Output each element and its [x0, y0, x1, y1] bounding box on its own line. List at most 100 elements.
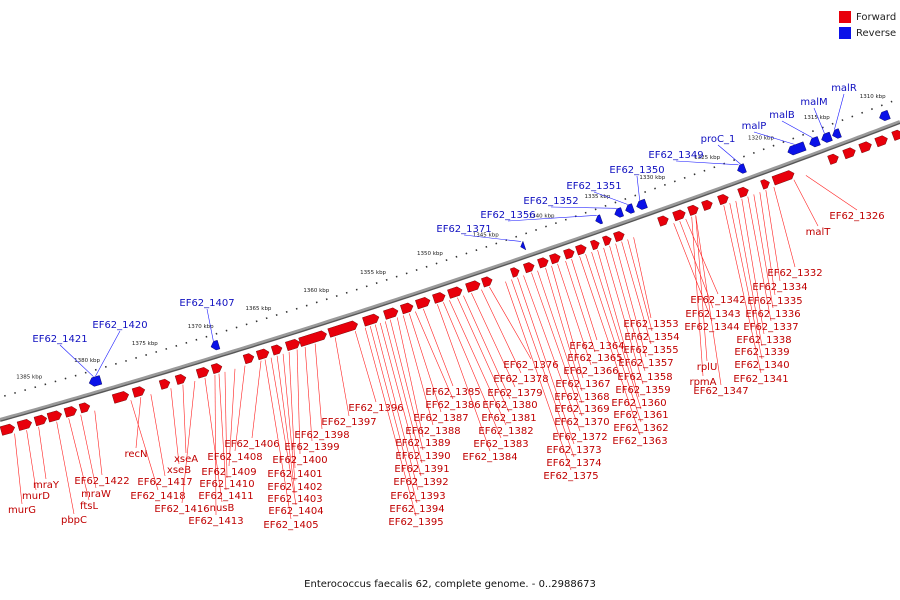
forward-leader-line [591, 251, 642, 410]
forward-gene-label: EF62_1365 [567, 353, 622, 364]
kbp-tick-label: 1350 kbp [417, 251, 443, 257]
forward-gene-label: EF62_1387 [413, 413, 468, 424]
forward-leader-line [135, 397, 142, 449]
forward-gene-block [523, 262, 535, 274]
forward-gene-block [298, 330, 327, 347]
forward-leader-line [471, 292, 516, 388]
forward-leader-line [615, 243, 647, 358]
forward-gene-label: EF62_1417 [137, 477, 192, 488]
forward-leader-line [457, 297, 510, 413]
forward-leader-line [296, 349, 301, 455]
forward-gene-label: EF62_1406 [224, 439, 279, 450]
reverse-gene-block [879, 109, 891, 121]
kbp-tick-label: 1370 kbp [188, 324, 214, 330]
forward-leader-line [545, 267, 583, 392]
backbone-line [0, 120, 900, 422]
reverse-gene-label: EF62_1420 [92, 320, 147, 331]
forward-gene-label: EF62_1400 [272, 455, 327, 466]
forward-gene-label: EF62_1416 [154, 504, 209, 515]
forward-leader-line [354, 330, 377, 403]
kbp-tick-label: 1380 kbp [74, 358, 100, 364]
forward-gene-block [827, 153, 839, 165]
forward-gene-label: malT [806, 227, 832, 238]
forward-gene-label: EF62_1374 [546, 458, 601, 469]
forward-gene-label: EF62_1401 [267, 469, 322, 480]
forward-gene-block [400, 302, 414, 315]
forward-leader-line [374, 324, 419, 491]
forward-gene-block [672, 209, 686, 222]
forward-leader-line [182, 384, 187, 454]
forward-gene-label: EF62_1359 [615, 385, 670, 396]
forward-gene-label: EF62_1370 [554, 417, 609, 428]
forward-leader-line [94, 410, 103, 476]
forward-leader-line [753, 194, 774, 309]
forward-leader-line [402, 315, 434, 426]
forward-gene-label: EF62_1389 [395, 438, 450, 449]
forward-gene-label: EF62_1384 [462, 452, 517, 463]
forward-leader-line [304, 346, 313, 442]
forward-gene-label: murD [22, 491, 50, 502]
forward-leader-line [334, 337, 350, 417]
kbp-tick-label: 1385 kbp [16, 375, 42, 381]
forward-leader-line [408, 313, 442, 413]
reverse-gene-label: EF62_1407 [179, 298, 234, 309]
forward-gene-block [481, 276, 493, 288]
forward-gene-block [537, 257, 549, 269]
forward-leader-line [609, 245, 646, 372]
kbp-tick-label: 1335 kbp [584, 194, 610, 200]
backbone-edge [0, 122, 900, 422]
reverse-gene-block [210, 339, 221, 351]
forward-gene-label: EF62_1408 [207, 452, 262, 463]
reverse-gene-block [821, 131, 833, 143]
forward-leader-line [685, 218, 719, 295]
forward-gene-block [16, 419, 32, 431]
forward-leader-line [314, 343, 323, 430]
forward-gene-block [255, 348, 270, 361]
forward-leader-line [224, 371, 228, 479]
forward-gene-label: EF62_1341 [733, 374, 788, 385]
forward-gene-label: EF62_1354 [624, 332, 679, 343]
kbp-tick-label: 1345 kbp [473, 232, 499, 238]
forward-gene-block [549, 253, 561, 265]
forward-gene-block [174, 374, 187, 385]
forward-leader-line [396, 317, 424, 438]
forward-gene-label: EF62_1383 [473, 439, 528, 450]
forward-gene-block [285, 338, 301, 352]
forward-gene-block [46, 410, 62, 423]
forward-gene-label: rplU [697, 362, 718, 373]
reverse-leader-line [463, 234, 521, 242]
forward-leader-line [379, 322, 422, 477]
forward-leader-line [364, 327, 417, 517]
forward-leader-line [26, 430, 37, 491]
forward-leader-line [729, 203, 763, 360]
forward-gene-label: EF62_1364 [569, 341, 624, 352]
forward-leader-line [443, 302, 502, 439]
forward-gene-label: EF62_1405 [263, 520, 318, 531]
forward-gene-label: EF62_1409 [201, 467, 256, 478]
forward-leader-line [695, 215, 708, 362]
forward-gene-label: EF62_1375 [543, 471, 598, 482]
forward-gene-block [602, 235, 612, 246]
forward-leader-line [679, 220, 714, 309]
reverse-gene-label: EF62_1356 [480, 210, 535, 221]
forward-leader-line [130, 400, 159, 491]
reverse-leader-line [813, 107, 825, 134]
forward-leader-line [773, 187, 796, 268]
forward-leader-line [557, 263, 592, 366]
forward-leader-line [571, 258, 598, 341]
forward-gene-block [760, 179, 770, 190]
forward-gene-label: EF62_1418 [130, 491, 185, 502]
forward-gene-block [858, 141, 872, 154]
forward-gene-label: EF62_1336 [745, 309, 800, 320]
forward-gene-label: EF62_1339 [734, 347, 789, 358]
forward-gene-label: nusB [210, 503, 235, 514]
forward-gene-block [687, 204, 699, 216]
forward-leader-line [389, 319, 424, 451]
forward-gene-block [590, 239, 600, 251]
forward-gene-label: EF62_1382 [478, 426, 533, 437]
forward-gene-block [842, 147, 856, 160]
reverse-leader-line [636, 175, 640, 201]
reverse-leader-line [717, 144, 741, 165]
forward-gene-label: EF62_1410 [199, 479, 254, 490]
forward-gene-label: EF62_1396 [348, 403, 403, 414]
